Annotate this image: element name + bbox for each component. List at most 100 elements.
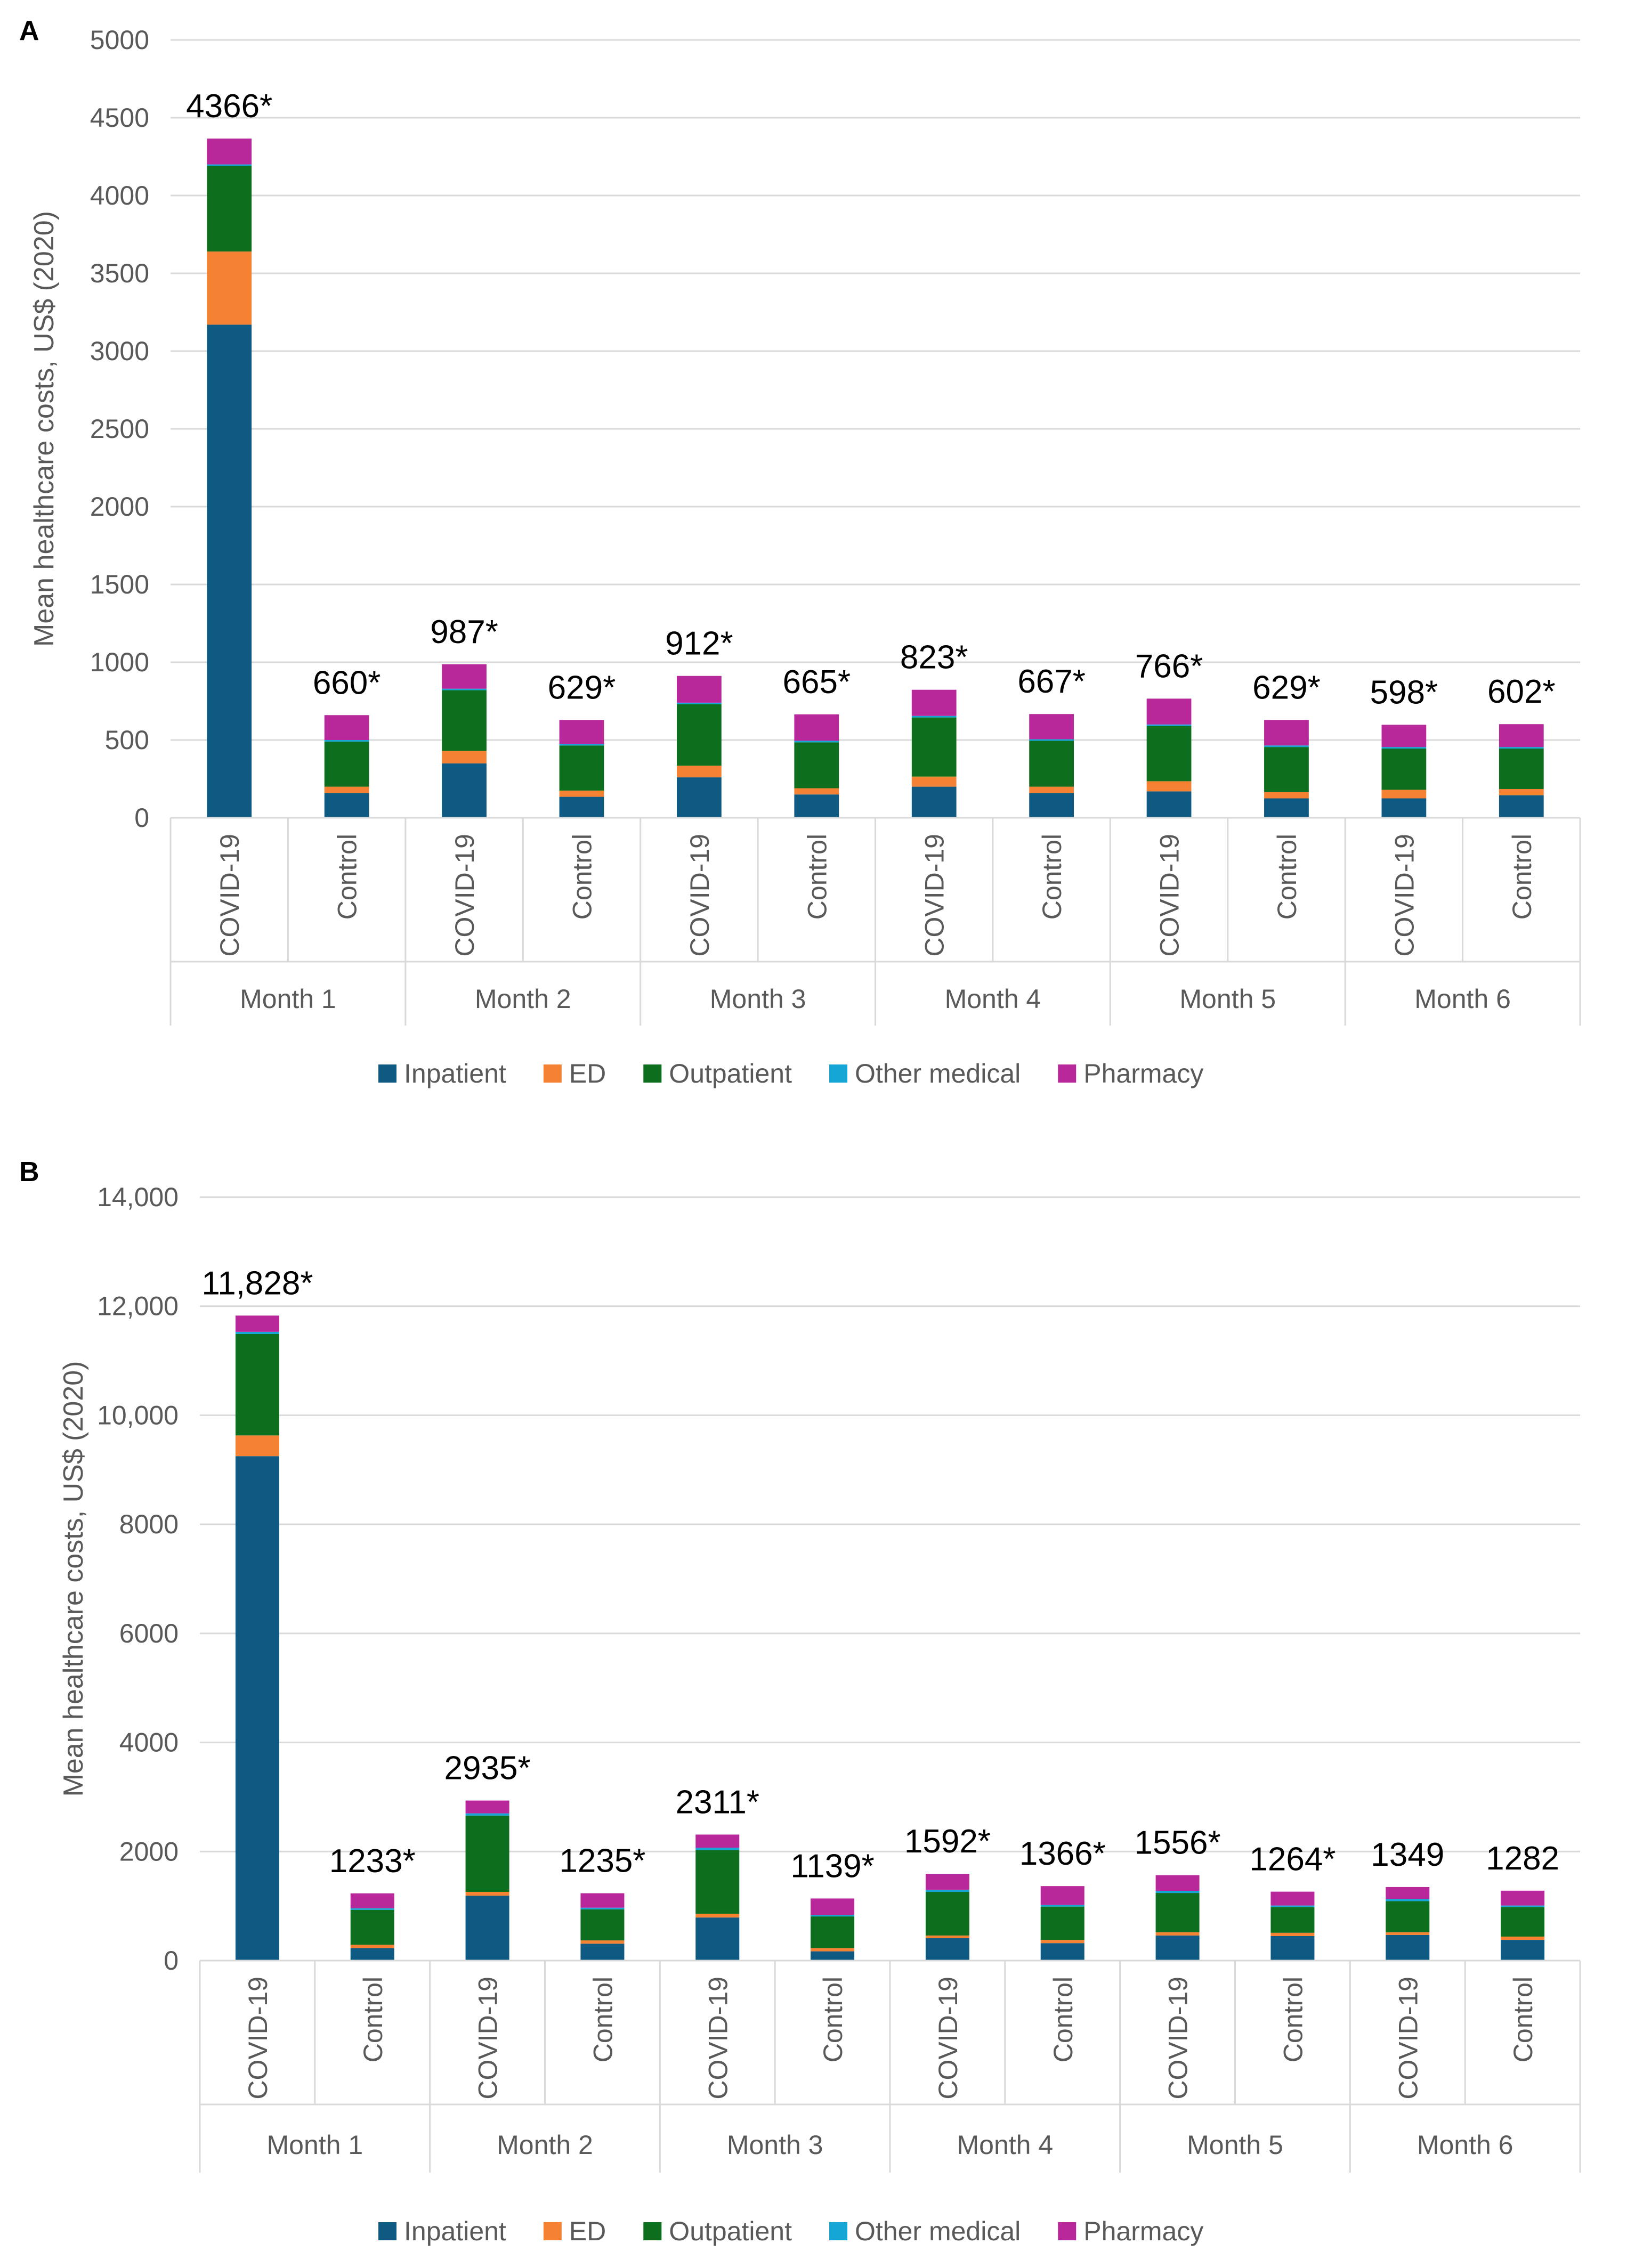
bar-segment-ed — [580, 1940, 625, 1944]
bar-segment-ed — [350, 1945, 394, 1948]
bar-segment-pharmacy — [911, 689, 957, 716]
bar-segment-ed — [911, 776, 957, 787]
category-label: COVID-19 — [450, 834, 480, 957]
bar-total-label: 4366* — [186, 88, 272, 125]
bar-segment-other-medical — [1386, 1899, 1430, 1901]
legend-swatch — [543, 1064, 562, 1083]
bar-total-label: 660* — [313, 664, 381, 701]
bar-segment-pharmacy — [1499, 724, 1544, 747]
bar-segment-other-medical — [1155, 1890, 1200, 1893]
bar-segment-inpatient — [465, 1896, 509, 1961]
y-tick-label: 1000 — [90, 647, 149, 677]
bar-segment-outpatient — [1155, 1893, 1200, 1932]
panel-b-label: B — [19, 1157, 39, 1188]
bar-segment-inpatient — [1029, 793, 1074, 818]
bar-segment-other-medical — [1381, 747, 1427, 749]
chart-a: 0 500 1000 1500 2000 2500 3000 3500 4000 4500 5000… — [29, 25, 1581, 1088]
bar-segment-pharmacy — [1381, 725, 1427, 747]
y-tick-label: 2000 — [119, 1836, 179, 1866]
bar-total-label: 11,828* — [201, 1265, 313, 1302]
bar-segment-ed — [442, 751, 487, 763]
legend-label: Outpatient — [669, 1059, 792, 1088]
group-label: Month 5 — [1179, 984, 1276, 1014]
category-label: COVID-19 — [703, 1977, 733, 2100]
bar-segment-outpatient — [580, 1909, 625, 1941]
category-label: COVID-19 — [685, 834, 715, 957]
category-label: Control — [1508, 1977, 1538, 2062]
group-label: Month 6 — [1414, 984, 1511, 1014]
bar-total-label: 629* — [548, 669, 616, 706]
bar-segment-inpatient — [811, 1951, 855, 1961]
bar-segment-other-medical — [1499, 747, 1544, 749]
bar-segment-outpatient — [1264, 747, 1309, 792]
y-tick-label: 10,000 — [97, 1400, 179, 1430]
bar-segment-ed — [1264, 792, 1309, 799]
bar-segment-ed — [324, 786, 369, 793]
bar-total-label: 766* — [1135, 648, 1203, 685]
bar-segment-ed — [1381, 790, 1427, 799]
bar-segment-inpatient — [925, 1938, 969, 1961]
bar-segment-pharmacy — [324, 715, 369, 740]
legend-label: Inpatient — [404, 1059, 506, 1088]
bar-segment-ed — [1499, 788, 1544, 795]
bar-segment-outpatient — [350, 1909, 394, 1945]
category-label: Control — [1507, 834, 1537, 920]
bar-segment-ed — [207, 251, 252, 325]
bar-segment-inpatient — [442, 763, 487, 818]
bar-segment-ed — [695, 1913, 740, 1918]
bar-segment-inpatient — [1270, 1936, 1315, 1961]
bar-segment-inpatient — [794, 794, 839, 818]
group-label: Month 1 — [240, 984, 336, 1014]
bar-segment-inpatient — [1155, 1935, 1200, 1961]
bar-segment-other-medical — [925, 1889, 969, 1892]
bar-segment-other-medical — [1146, 724, 1192, 726]
legend-swatch — [378, 2222, 396, 2240]
bar-segment-pharmacy — [1264, 720, 1309, 746]
bar-segment-other-medical — [911, 716, 957, 718]
bar-segment-outpatient — [925, 1892, 969, 1936]
bar-segment-other-medical — [695, 1848, 740, 1850]
bar-segment-inpatient — [580, 1944, 625, 1961]
bar-segment-inpatient — [235, 1456, 279, 1961]
group-label: Month 2 — [497, 2130, 593, 2160]
legend-swatch — [378, 1064, 396, 1083]
category-label: Control — [802, 834, 832, 920]
category-label: COVID-19 — [473, 1977, 503, 2100]
bar-segment-inpatient — [350, 1948, 394, 1961]
bar-segment-ed — [811, 1948, 855, 1952]
bar-segment-inpatient — [1386, 1934, 1430, 1961]
chart-b: 0 2000 4000 6000 8000 10,000 12,000 14,000 Mean … — [58, 1182, 1581, 2246]
bar-segment-pharmacy — [1029, 714, 1074, 739]
bar-segment-pharmacy — [1155, 1875, 1200, 1891]
y-tick-label: 2000 — [90, 492, 149, 522]
bar-segment-outpatient — [442, 690, 487, 751]
category-label: COVID-19 — [215, 834, 245, 957]
bar-total-label: 667* — [1017, 663, 1086, 700]
panel-a: A 0 500 1000 1500 2000 2500 3000 3500 4000 4500 50… — [0, 0, 1643, 1092]
group-label: Month 4 — [945, 984, 1041, 1014]
category-label: Control — [1272, 834, 1302, 920]
legend-label: Inpatient — [404, 2216, 506, 2246]
group-label: Month 2 — [475, 984, 571, 1014]
legend-label: Other medical — [855, 1059, 1021, 1088]
bar-segment-ed — [1270, 1932, 1315, 1936]
legend-label: Pharmacy — [1083, 2216, 1203, 2246]
bar-segment-pharmacy — [465, 1800, 509, 1814]
bar-total-label: 602* — [1487, 673, 1556, 710]
bar-segment-ed — [1155, 1932, 1200, 1936]
bar-segment-outpatient — [1029, 741, 1074, 787]
category-label: COVID-19 — [920, 834, 950, 957]
y-tick-label: 14,000 — [97, 1182, 179, 1212]
category-label: COVID-19 — [1163, 1977, 1193, 2100]
bar-total-label: 1556* — [1135, 1825, 1221, 1861]
y-axis-label: Mean healthcare costs, US$ (2020) — [58, 1361, 89, 1797]
bar-total-label: 987* — [430, 614, 498, 651]
bar-segment-other-medical — [559, 744, 604, 746]
bar-segment-pharmacy — [925, 1874, 969, 1890]
bar-segment-pharmacy — [794, 714, 839, 741]
legend-swatch — [1058, 2222, 1077, 2240]
bar-segment-inpatient — [911, 786, 957, 818]
group-label: Month 3 — [710, 984, 806, 1014]
legend-label: Pharmacy — [1083, 1059, 1203, 1088]
bar-segment-pharmacy — [676, 676, 722, 703]
